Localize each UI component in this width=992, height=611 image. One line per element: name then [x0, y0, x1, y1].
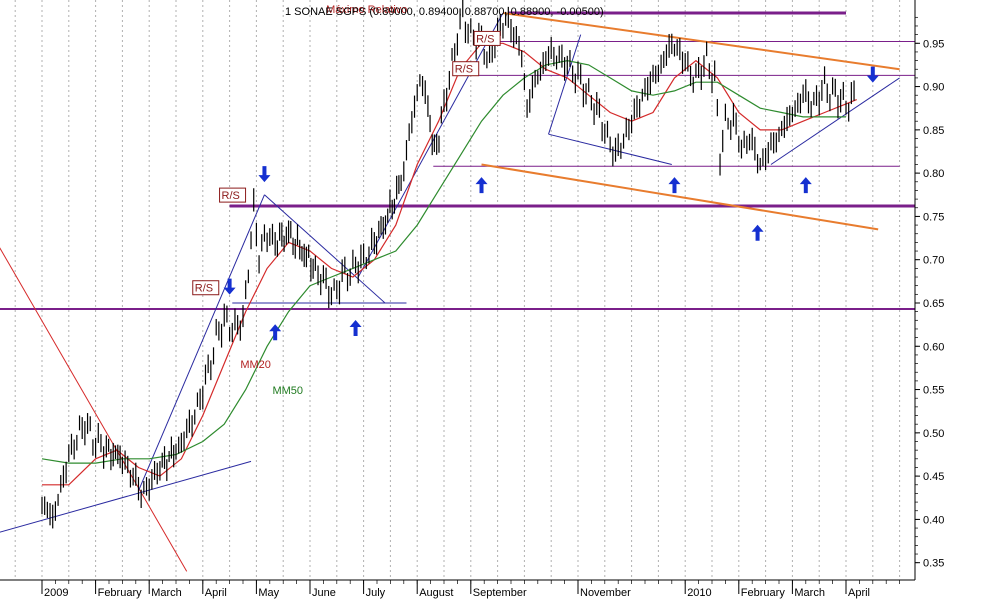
arrow-down-icon: [866, 66, 879, 83]
x-tick-label: August: [419, 587, 453, 599]
annotation-label: MM20: [240, 359, 271, 371]
arrow-up-icon: [475, 177, 488, 194]
arrow-up-icon: [269, 324, 282, 341]
y-tick-label: 0.45: [923, 471, 944, 483]
x-tick-label: November: [580, 587, 631, 599]
uptrend-line: [770, 77, 900, 165]
x-tick-label: February: [98, 587, 143, 599]
arrow-up-icon: [751, 224, 764, 241]
arrow-up-icon: [799, 177, 812, 194]
x-tick-label: April: [848, 587, 870, 599]
rs-label-box: [219, 187, 247, 203]
support-resistance-levels: [0, 11, 915, 311]
rs-label-box: [192, 280, 220, 296]
y-tick-label: 0.90: [923, 82, 944, 94]
x-tick-label: May: [258, 587, 279, 599]
ma50-line: [41, 59, 846, 464]
y-tick-label: 0.35: [923, 558, 944, 570]
uptrend-line: [138, 194, 265, 492]
rs-label: R/S: [476, 33, 494, 45]
signal-arrows: [223, 66, 879, 341]
x-tick-label: April: [205, 587, 227, 599]
y-tick-label: 0.50: [923, 428, 944, 440]
x-tick-label: June: [312, 587, 336, 599]
x-tick-label: September: [473, 587, 527, 599]
arrow-down-icon: [258, 166, 271, 183]
y-tick-label: 0.95: [923, 38, 944, 50]
arrow-down-icon: [223, 278, 236, 295]
channel-bottom: [481, 163, 879, 231]
annotations: Máximo Relativo R/S R/S R/S R/S MM20 MM50: [192, 4, 501, 397]
trendlines: [0, 11, 900, 572]
y-tick-label: 0.75: [923, 211, 944, 223]
y-tick-label: 0.60: [923, 341, 944, 353]
y-tick-label: 0.85: [923, 125, 944, 137]
x-tick-label: July: [366, 587, 386, 599]
x-axis: 2009 February March April May June July August S…: [0, 579, 915, 599]
downtrend-line: [0, 247, 188, 572]
y-axis: 0.35 0.40 0.45 0.50 0.55 0.60 0.65 0.70 0.75 0.80…: [914, 0, 944, 580]
channel-top: [502, 11, 900, 71]
y-tick-label: 0.70: [923, 255, 944, 267]
y-tick-label: 0.55: [923, 385, 944, 397]
moving-averages: [41, 42, 857, 486]
uptrend-line: [357, 12, 504, 278]
chart-title: 1 SONAE SGPS (0.89000, 0.89400, 0.88700,…: [285, 6, 604, 18]
x-tick-label: 2010: [687, 587, 711, 599]
y-tick-label: 0.40: [923, 514, 944, 526]
y-tick-label: 0.65: [923, 298, 944, 310]
y-tick-label: 0.80: [923, 168, 944, 180]
grid: [14, 0, 901, 580]
x-tick-label: February: [741, 587, 786, 599]
rs-label-box: [452, 61, 480, 77]
x-tick-label: March: [151, 587, 182, 599]
rs-label-box: [473, 30, 501, 46]
wedge-line: [264, 194, 386, 304]
arrow-up-icon: [668, 177, 681, 194]
rs-label: R/S: [455, 64, 473, 76]
x-tick-label: March: [794, 587, 825, 599]
ma20-line: [42, 42, 857, 486]
rs-label: R/S: [195, 283, 213, 295]
x-tick-label: 2009: [44, 587, 68, 599]
arrow-up-icon: [349, 319, 362, 336]
annotation-label: MM50: [272, 385, 303, 397]
triangle-line: [548, 34, 582, 135]
annotation-label: Máximo Relativo: [326, 4, 407, 16]
price-series: [41, 0, 855, 529]
rs-label: R/S: [222, 190, 240, 202]
uptrend-line: [0, 460, 252, 533]
